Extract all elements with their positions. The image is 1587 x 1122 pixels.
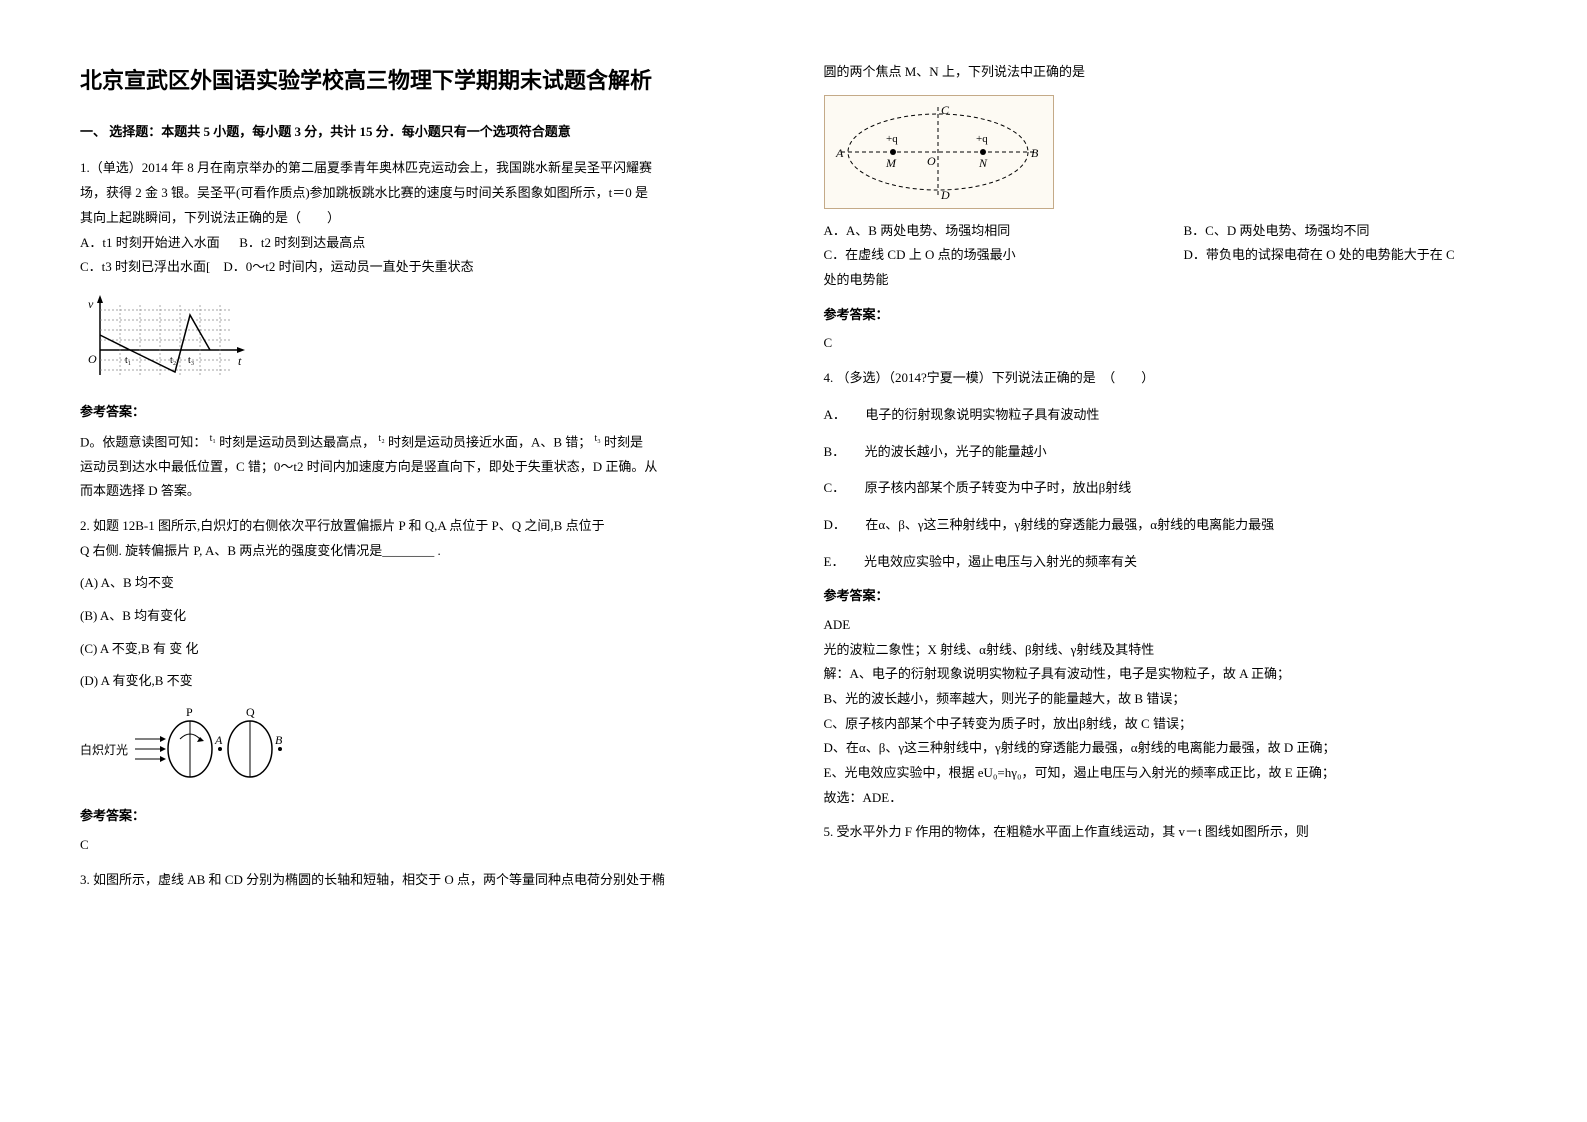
q3-stem-line: 3. 如图所示，虚线 AB 和 CD 分别为椭圆的长轴和短轴，相交于 O 点，两… <box>80 868 764 893</box>
left-column: 北京宣武区外国语实验学校高三物理下学期期末试题含解析 一、 选择题：本题共 5 … <box>50 60 794 1082</box>
q4-option-a: A． 电子的衍射现象说明实物粒子具有波动性 <box>824 403 1508 428</box>
q1-stem-line: 1.（单选）2014 年 8 月在南京举办的第二届夏季青年奥林匹克运动会上，我国… <box>80 156 764 181</box>
q5-stem: 5. 受水平外力 F 作用的物体，在粗糙水平面上作直线运动，其 v－t 图线如图… <box>824 820 1508 845</box>
svg-text:M: M <box>885 156 897 170</box>
q2-option-a: (A) A、B 均不变 <box>80 571 764 596</box>
q3-stem-line: 圆的两个焦点 M、N 上，下列说法中正确的是 <box>824 60 1508 85</box>
svg-text:Q: Q <box>246 705 255 719</box>
section-heading: 一、 选择题：本题共 5 小题，每小题 3 分，共计 15 分．每小题只有一个选… <box>80 120 764 145</box>
bulb-label: 白炽灯光 <box>80 742 128 757</box>
svg-text:t₁: t₁ <box>125 355 131 366</box>
svg-text:+q: +q <box>886 133 898 145</box>
svg-text:C: C <box>941 103 950 117</box>
q1-option-c: C．t3 时刻已浮出水面[ <box>80 259 210 274</box>
question-2: 2. 如题 12B-1 图所示,白炽灯的右侧依次平行放置偏振片 P 和 Q,A … <box>80 514 764 694</box>
q2-figure: 白炽灯光 P Q A B <box>80 704 764 794</box>
question-3-cont: 圆的两个焦点 M、N 上，下列说法中正确的是 <box>824 60 1508 85</box>
svg-text:P: P <box>186 705 193 719</box>
q4-exp-line: 解：A、电子的衍射现象说明实物粒子具有波动性，电子是实物粒子，故 A 正确； <box>824 662 1508 687</box>
q4-exp-line: C、原子核内部某个中子转变为质子时，放出β射线，故 C 错误； <box>824 712 1508 737</box>
q4-exp-line: E、光电效应实验中，根据 eU₀=hγ₀，可知，遏止电压与入射光的频率成正比，故… <box>824 761 1508 786</box>
q1-option-d: D．0～t2 时间内，运动员一直处于失重状态 <box>223 259 473 274</box>
q1-answer: D。依题意读图可知： t₁ 时刻是运动员到达最高点， t₂ 时刻是运动员接近水面… <box>80 429 764 504</box>
page-title: 北京宣武区外国语实验学校高三物理下学期期末试题含解析 <box>80 60 764 102</box>
q2-answer: C <box>80 833 764 858</box>
answer-label: 参考答案： <box>824 584 1508 609</box>
q4-exp-line: D、在α、β、γ这三种射线中，γ射线的穿透能力最强，α射线的电离能力最强，故 D… <box>824 736 1508 761</box>
question-4: 4. （多选）（2014?宁夏一模）下列说法正确的是 （ ） A． 电子的衍射现… <box>824 366 1508 574</box>
q4-exp-line: 故选：ADE． <box>824 786 1508 811</box>
svg-text:O: O <box>927 154 936 168</box>
q4-answer: ADE 光的波粒二象性；X 射线、α射线、β射线、γ射线及其特性 解：A、电子的… <box>824 613 1508 811</box>
q4-option-e: E． 光电效应实验中，遏止电压与入射光的频率有关 <box>824 550 1508 575</box>
answer-label: 参考答案： <box>80 804 764 829</box>
svg-text:t₂: t₂ <box>170 355 176 366</box>
svg-text:D: D <box>940 188 950 202</box>
q2-stem-line: 2. 如题 12B-1 图所示,白炽灯的右侧依次平行放置偏振片 P 和 Q,A … <box>80 514 764 539</box>
svg-text:O: O <box>88 352 97 366</box>
q3-option-b: B．C、D 两处电势、场强均不同 <box>1184 219 1370 244</box>
q4-option-b: B． 光的波长越小，光子的能量越小 <box>824 440 1508 465</box>
q4-option-c: C． 原子核内部某个质子转变为中子时，放出β射线 <box>824 476 1508 501</box>
svg-text:A: A <box>835 146 844 160</box>
q3-option-d2: 处的电势能 <box>824 268 1508 293</box>
q4-exp-line: B、光的波长越小，频率越大，则光子的能量越大，故 B 错误； <box>824 687 1508 712</box>
svg-text:A: A <box>214 733 223 747</box>
q2-option-c: (C) A 不变,B 有 变 化 <box>80 637 764 662</box>
q2-option-d: (D) A 有变化,B 不变 <box>80 669 764 694</box>
svg-text:t₃: t₃ <box>188 355 194 366</box>
q1-option-a: A．t1 时刻开始进入水面 <box>80 235 220 250</box>
q4-stem: 4. （多选）（2014?宁夏一模）下列说法正确的是 （ ） <box>824 366 1508 391</box>
q1-ans-line: 而本题选择 D 答案。 <box>80 479 764 504</box>
q1-figure: v t O t₁ t₂ t₃ <box>80 290 764 390</box>
q3-answer: C <box>824 331 1508 356</box>
q1-options-row: C．t3 时刻已浮出水面[ D．0～t2 时间内，运动员一直处于失重状态 <box>80 255 764 280</box>
q1-options-row: A．t1 时刻开始进入水面 B．t2 时刻到达最高点 <box>80 231 764 256</box>
svg-text:B: B <box>1031 146 1039 160</box>
q3-figure: A B C D +q +q M N O <box>824 95 1054 209</box>
answer-label: 参考答案： <box>824 303 1508 328</box>
question-3-start: 3. 如图所示，虚线 AB 和 CD 分别为椭圆的长轴和短轴，相交于 O 点，两… <box>80 868 764 893</box>
q1-ans-line: D。依题意读图可知： t₁ 时刻是运动员到达最高点， t₂ 时刻是运动员接近水面… <box>80 429 764 455</box>
q3-option-d: D．带负电的试探电荷在 O 处的电势能大于在 C <box>1184 243 1455 268</box>
q4-ans: ADE <box>824 613 1508 638</box>
q3-options: A．A、B 两处电势、场强均相同 B．C、D 两处电势、场强均不同 C．在虚线 … <box>824 219 1508 293</box>
svg-text:t: t <box>238 354 242 368</box>
q3-option-c: C．在虚线 CD 上 O 点的场强最小 <box>824 243 1144 268</box>
q4-exp-head: 光的波粒二象性；X 射线、α射线、β射线、γ射线及其特性 <box>824 638 1508 663</box>
svg-text:v: v <box>88 297 94 311</box>
q2-stem-line: Q 右侧. 旋转偏振片 P, A、B 两点光的强度变化情况是________ . <box>80 539 764 564</box>
q2-option-b: (B) A、B 均有变化 <box>80 604 764 629</box>
question-5: 5. 受水平外力 F 作用的物体，在粗糙水平面上作直线运动，其 v－t 图线如图… <box>824 820 1508 845</box>
svg-text:B: B <box>275 733 283 747</box>
svg-text:+q: +q <box>976 133 988 145</box>
q1-stem-line: 其向上起跳瞬间，下列说法正确的是（ ） <box>80 206 764 231</box>
q1-stem-line: 场，获得 2 金 3 银。吴圣平(可看作质点)参加跳板跳水比赛的速度与时间关系图… <box>80 181 764 206</box>
q4-option-d: D． 在α、β、γ这三种射线中，γ射线的穿透能力最强，α射线的电离能力最强 <box>824 513 1508 538</box>
q3-option-a: A．A、B 两处电势、场强均相同 <box>824 219 1144 244</box>
q1-ans-line: 运动员到达水中最低位置，C 错；0～t2 时间内加速度方向是竖直向下，即处于失重… <box>80 455 764 480</box>
svg-text:N: N <box>978 156 988 170</box>
q1-option-b: B．t2 时刻到达最高点 <box>239 235 365 250</box>
question-1: 1.（单选）2014 年 8 月在南京举办的第二届夏季青年奥林匹克运动会上，我国… <box>80 156 764 279</box>
answer-label: 参考答案： <box>80 400 764 425</box>
right-column: 圆的两个焦点 M、N 上，下列说法中正确的是 A B C D +q +q M N… <box>794 60 1538 1082</box>
